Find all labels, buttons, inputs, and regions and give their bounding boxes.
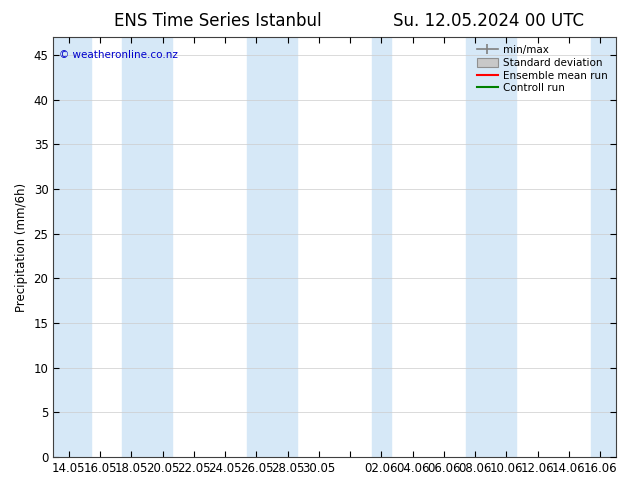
Bar bbox=[591, 37, 616, 457]
Bar bbox=[53, 37, 91, 457]
Bar bbox=[122, 37, 172, 457]
Bar bbox=[247, 37, 297, 457]
Text: © weatheronline.co.nz: © weatheronline.co.nz bbox=[59, 49, 178, 60]
Y-axis label: Precipitation (mm/6h): Precipitation (mm/6h) bbox=[15, 183, 28, 312]
Legend: min/max, Standard deviation, Ensemble mean run, Controll run: min/max, Standard deviation, Ensemble me… bbox=[474, 42, 611, 97]
Bar bbox=[466, 37, 516, 457]
Text: ENS Time Series Istanbul: ENS Time Series Istanbul bbox=[114, 12, 321, 30]
Text: Su. 12.05.2024 00 UTC: Su. 12.05.2024 00 UTC bbox=[393, 12, 584, 30]
Bar bbox=[372, 37, 391, 457]
